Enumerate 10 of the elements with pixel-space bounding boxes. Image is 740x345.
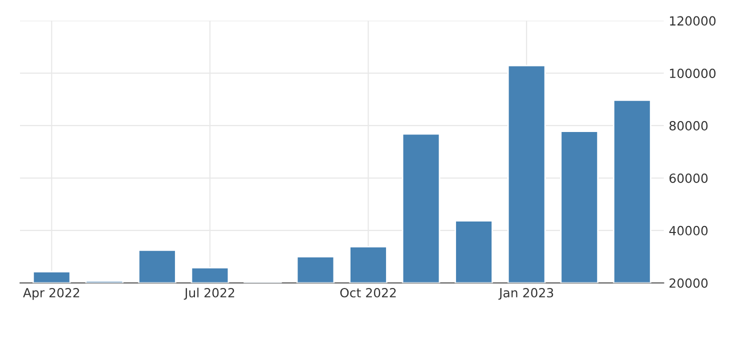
y-tick-label: 20000	[670, 278, 708, 288]
y-tick-label: 60000	[670, 173, 708, 183]
x-tick-label: Jul 2022	[184, 288, 234, 300]
x-tick-label: Jan 2023	[498, 288, 554, 300]
x-tick-label: Apr 2022	[23, 288, 80, 300]
x-tick-label: Oct 2022	[340, 288, 396, 298]
y-tick-label: 100000	[670, 68, 716, 78]
y-tick-label: 80000	[669, 121, 708, 131]
y-tick-label: 120000	[670, 16, 716, 26]
y-tick-label: 40000	[669, 226, 708, 236]
